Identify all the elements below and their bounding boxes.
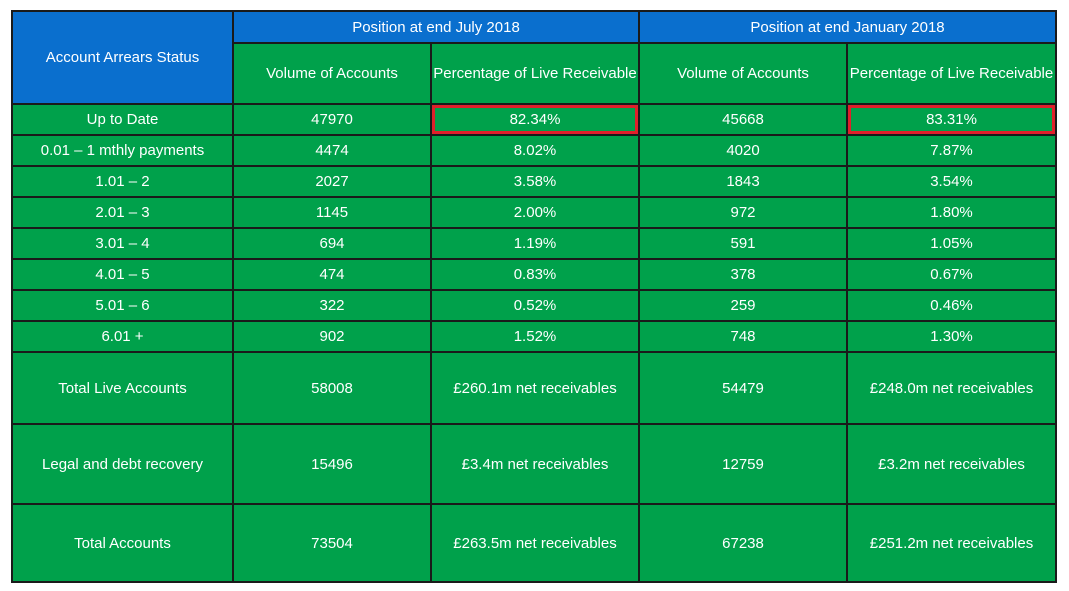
table-row: Up to Date 47970 82.34% 45668 83.31% [11,103,1057,136]
january-receivables-cell: £251.2m net receivables [846,503,1057,583]
july-percentage-cell: 0.83% [430,258,640,291]
january-percentage-cell: 3.54% [846,165,1057,198]
july-percentage-cell: 0.52% [430,289,640,322]
january-volume-header: Volume of Accounts [638,42,848,105]
july-volume-cell: 902 [232,320,432,353]
january-volume-cell: 4020 [638,134,848,167]
july-percentage-cell: 3.58% [430,165,640,198]
row-status: 4.01 – 5 [11,258,234,291]
january-volume-cell: 378 [638,258,848,291]
january-volume-cell: 67238 [638,503,848,583]
july-volume-cell: 2027 [232,165,432,198]
table-row: 2.01 – 3 1145 2.00% 972 1.80% [11,196,1057,229]
row-status: Total Accounts [11,503,234,583]
january-percentage-cell: 1.05% [846,227,1057,260]
january-volume-cell: 45668 [638,103,848,136]
january-volume-cell: 12759 [638,423,848,505]
table-row: 1.01 – 2 2027 3.58% 1843 3.54% [11,165,1057,198]
january-percentage-header: Percentage of Live Receivable [846,42,1057,105]
row-status: 5.01 – 6 [11,289,234,322]
total-accounts-row: Total Accounts 73504 £263.5m net receiva… [11,503,1057,583]
total-live-accounts-row: Total Live Accounts 58008 £260.1m net re… [11,351,1057,425]
july-percentage-cell: 1.19% [430,227,640,260]
table-row: 4.01 – 5 474 0.83% 378 0.67% [11,258,1057,291]
arrears-table: Account Arrears Status Position at end J… [11,10,1057,583]
table-header: Account Arrears Status Position at end J… [11,10,1057,105]
january-percentage-cell: 7.87% [846,134,1057,167]
july-percentage-cell: 8.02% [430,134,640,167]
july-volume-cell: 1145 [232,196,432,229]
row-status: 1.01 – 2 [11,165,234,198]
row-status: Total Live Accounts [11,351,234,425]
january-volume-cell: 972 [638,196,848,229]
july-volume-cell: 47970 [232,103,432,136]
january-volume-cell: 591 [638,227,848,260]
january-percentage-cell: 1.80% [846,196,1057,229]
row-status: Legal and debt recovery [11,423,234,505]
january-percentage-cell: 1.30% [846,320,1057,353]
january-volume-cell: 748 [638,320,848,353]
july-volume-cell: 694 [232,227,432,260]
july-receivables-cell: £260.1m net receivables [430,351,640,425]
january-percentage-cell: 0.46% [846,289,1057,322]
july-volume-cell: 73504 [232,503,432,583]
table-row: 0.01 – 1 mthly payments 4474 8.02% 4020 … [11,134,1057,167]
table-body: Up to Date 47970 82.34% 45668 83.31% 0.0… [11,103,1057,583]
july-receivables-cell: £3.4m net receivables [430,423,640,505]
july-percentage-cell-highlighted: 82.34% [430,103,640,136]
july-volume-cell: 322 [232,289,432,322]
table-row: 6.01 + 902 1.52% 748 1.30% [11,320,1057,353]
legal-debt-recovery-row: Legal and debt recovery 15496 £3.4m net … [11,423,1057,505]
july-percentage-cell: 1.52% [430,320,640,353]
account-arrears-status-header: Account Arrears Status [11,10,234,105]
january-2018-group-header: Position at end January 2018 [638,10,1057,44]
july-percentage-header: Percentage of Live Receivable [430,42,640,105]
july-volume-header: Volume of Accounts [232,42,432,105]
row-status: 6.01 + [11,320,234,353]
row-status: Up to Date [11,103,234,136]
row-status: 2.01 – 3 [11,196,234,229]
january-percentage-cell-highlighted: 83.31% [846,103,1057,136]
january-receivables-cell: £248.0m net receivables [846,351,1057,425]
july-receivables-cell: £263.5m net receivables [430,503,640,583]
january-volume-cell: 1843 [638,165,848,198]
table-row: 3.01 – 4 694 1.19% 591 1.05% [11,227,1057,260]
july-volume-cell: 474 [232,258,432,291]
row-status: 0.01 – 1 mthly payments [11,134,234,167]
row-status: 3.01 – 4 [11,227,234,260]
january-percentage-cell: 0.67% [846,258,1057,291]
july-percentage-cell: 2.00% [430,196,640,229]
july-2018-group-header: Position at end July 2018 [232,10,640,44]
july-volume-cell: 15496 [232,423,432,505]
january-receivables-cell: £3.2m net receivables [846,423,1057,505]
table-row: 5.01 – 6 322 0.52% 259 0.46% [11,289,1057,322]
july-volume-cell: 58008 [232,351,432,425]
july-volume-cell: 4474 [232,134,432,167]
january-volume-cell: 259 [638,289,848,322]
january-volume-cell: 54479 [638,351,848,425]
